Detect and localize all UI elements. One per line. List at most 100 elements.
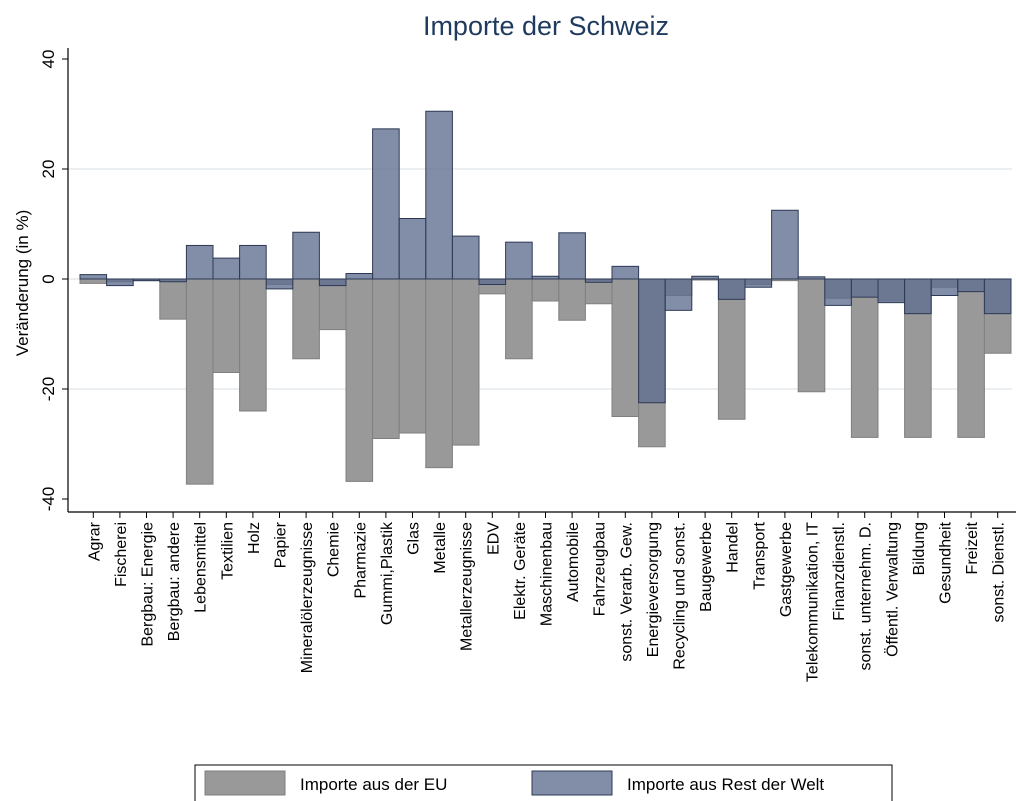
x-tick-label: Telekommunikation, IT — [805, 522, 822, 682]
bar-rest-22 — [664, 278, 693, 311]
x-tick-label: sonst. Verarb. Gew. — [618, 522, 635, 662]
bar-rest-7 — [265, 278, 294, 290]
x-tick-label: Pharmazie — [352, 522, 369, 599]
bar-rest-13 — [425, 110, 453, 280]
legend-swatch-eu — [204, 770, 286, 796]
x-tick-label: Bergbau: Energie — [140, 522, 157, 647]
bar-eu-0 — [79, 278, 108, 284]
x-tick-label: Gummi,Plastik — [379, 521, 396, 625]
x-tick-label: Bergbau: andere — [166, 522, 183, 641]
bar-rest-32 — [930, 278, 959, 296]
legend-swatch-rest — [531, 770, 613, 796]
x-tick-label: Freizeit — [964, 521, 981, 574]
x-tick-label: Bildung — [911, 522, 928, 575]
bar-rest-12 — [398, 218, 427, 280]
x-tick-label: Handel — [725, 522, 742, 573]
bar-rest-21 — [638, 278, 666, 404]
x-tick-label: Finanzdienstl. — [831, 522, 848, 621]
x-tick-label: Textilien — [219, 522, 236, 580]
bar-eu-29 — [850, 278, 879, 438]
x-tick-label: EDV — [485, 522, 502, 555]
bar-rest-34 — [983, 278, 1012, 315]
bar-rest-15 — [478, 278, 507, 285]
bar-rest-26 — [771, 209, 799, 280]
x-tick-label: Transport — [751, 521, 768, 589]
bar-eu-10 — [345, 278, 374, 482]
y-tick-label: 40 — [39, 50, 58, 69]
bar-rest-30 — [877, 278, 906, 304]
x-tick-label: sonst. unternehm. D. — [858, 522, 875, 671]
bar-rest-25 — [744, 278, 773, 288]
bar-rest-28 — [824, 278, 852, 306]
x-tick-label: Energieversorgung — [645, 522, 662, 657]
bar-eu-18 — [558, 278, 586, 321]
axes: 40 20 0 -20 -40 Agrar Fischerei Bergbau: Energi… — [39, 48, 1016, 682]
legend-label-rest: Importe aus Rest der Welt — [627, 775, 824, 794]
bar-eu-8 — [292, 278, 320, 360]
bar-eu-11 — [372, 278, 400, 439]
chart-title: Importe der Schweiz — [423, 11, 669, 41]
x-tick-label: Öffentl. Verwaltung — [883, 522, 901, 657]
bar-rest-23 — [691, 275, 719, 280]
bar-rest-33 — [957, 278, 985, 293]
legend: Importe aus der EU Importe aus Rest der W… — [194, 764, 893, 801]
bar-rest-16 — [505, 241, 533, 280]
bar-rest-18 — [558, 232, 586, 280]
y-tick-label: -40 — [39, 487, 58, 512]
x-tick-label: Holz — [246, 522, 263, 554]
bar-eu-19 — [584, 278, 613, 305]
x-tick-label: Metallerzeugnisse — [459, 522, 476, 651]
bar-rest-24 — [717, 278, 746, 300]
bar-eu-3 — [159, 278, 187, 320]
bar-rest-4 — [185, 244, 214, 280]
x-tick-label: Maschinenbau — [539, 522, 556, 626]
bar-rest-9 — [318, 278, 347, 287]
x-tick-label: sonst. Dienstl. — [991, 522, 1008, 622]
x-tick-label: Gastgewerbe — [778, 522, 795, 617]
bar-eu-33 — [957, 278, 985, 438]
x-tick-label: Gesundheit — [938, 521, 955, 603]
bar-rest-8 — [292, 231, 320, 280]
y-tick-label: 20 — [39, 160, 58, 179]
x-tick-label: Fahrzeugbau — [592, 522, 609, 616]
x-tick-label: Baugewerbe — [698, 522, 715, 612]
bar-eu-9 — [318, 278, 347, 331]
bar-rest-0 — [79, 274, 108, 280]
x-tick-label: Chemie — [326, 522, 343, 577]
legend-label-eu: Importe aus der EU — [300, 775, 447, 794]
bar-rest-10 — [345, 273, 374, 280]
bars — [79, 110, 1012, 485]
bar-rest-27 — [797, 276, 826, 280]
bar-rest-3 — [159, 278, 187, 283]
bar-eu-12 — [398, 278, 427, 434]
bar-rest-5 — [212, 257, 241, 280]
x-tick-label: Recycling und sonst. — [672, 522, 689, 670]
x-tick-label: Automobile — [565, 522, 582, 602]
bar-rest-19 — [584, 278, 613, 283]
bar-rest-20 — [611, 265, 640, 280]
x-tick-label: Glas — [406, 522, 423, 555]
bar-eu-6 — [239, 278, 267, 412]
y-tick-label: 0 — [39, 274, 58, 283]
bar-rest-11 — [372, 128, 400, 280]
bar-rest-6 — [239, 244, 267, 280]
bar-eu-24 — [717, 278, 746, 420]
bar-eu-14 — [451, 278, 480, 446]
bar-eu-13 — [425, 278, 453, 469]
bar-eu-16 — [505, 278, 533, 360]
bar-rest-31 — [904, 278, 932, 315]
x-tick-label: Fischerei — [113, 522, 130, 587]
x-tick-label: Elektr. Geräte — [512, 522, 529, 620]
x-tick-label: Agrar — [86, 521, 103, 561]
y-tick-label: -20 — [39, 377, 58, 402]
bar-eu-4 — [185, 278, 214, 485]
x-tick-label: Metalle — [432, 522, 449, 574]
x-tick-label: Mineralölerzeugnisse — [299, 522, 316, 673]
bar-rest-14 — [451, 235, 480, 280]
x-tick-label: Papier — [273, 521, 290, 568]
y-axis-label: Veränderung (in %) — [13, 210, 32, 356]
x-tick-label: Lebensmittel — [193, 522, 210, 613]
bar-rest-1 — [106, 278, 134, 287]
